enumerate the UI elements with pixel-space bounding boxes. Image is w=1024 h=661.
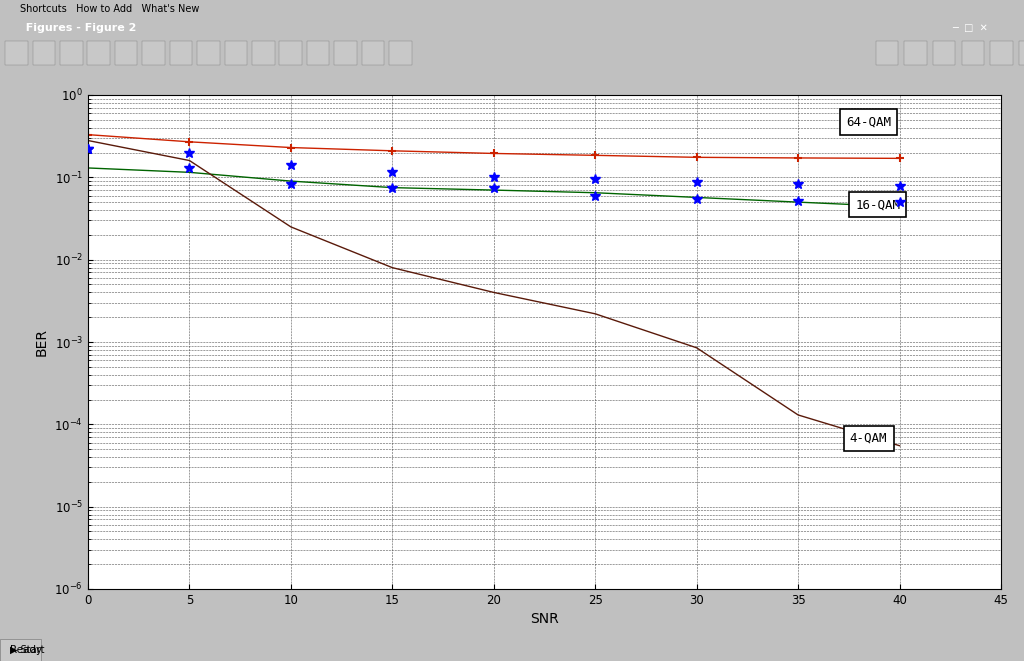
- Text: Shortcuts   How to Add   What's New: Shortcuts How to Add What's New: [20, 4, 200, 14]
- Bar: [389, 41, 412, 65]
- Bar: [990, 41, 1013, 65]
- Bar: [5, 41, 28, 65]
- Bar: [962, 41, 984, 65]
- Bar: [0, 639, 41, 661]
- Text: 16-QAM: 16-QAM: [855, 198, 900, 211]
- Bar: [307, 41, 330, 65]
- Bar: [170, 41, 193, 65]
- Bar: [361, 41, 384, 65]
- Text: ─  □  ✕: ─ □ ✕: [952, 23, 988, 33]
- Bar: [1019, 41, 1024, 65]
- Bar: [197, 41, 219, 65]
- Bar: [224, 41, 247, 65]
- Bar: [280, 41, 302, 65]
- Bar: [876, 41, 898, 65]
- Bar: [334, 41, 356, 65]
- Bar: [115, 41, 137, 65]
- Text: Ready: Ready: [10, 645, 42, 655]
- Bar: [33, 41, 55, 65]
- Text: ▶ Start: ▶ Start: [10, 645, 45, 655]
- Y-axis label: BER: BER: [35, 328, 49, 356]
- Bar: [60, 41, 83, 65]
- X-axis label: SNR: SNR: [530, 613, 559, 627]
- Bar: [252, 41, 274, 65]
- Bar: [904, 41, 927, 65]
- Text: 4-QAM: 4-QAM: [850, 432, 888, 445]
- Bar: [142, 41, 165, 65]
- Text: Figures - Figure 2: Figures - Figure 2: [18, 23, 137, 33]
- Text: 64-QAM: 64-QAM: [846, 116, 891, 129]
- Bar: [87, 41, 110, 65]
- Bar: [933, 41, 955, 65]
